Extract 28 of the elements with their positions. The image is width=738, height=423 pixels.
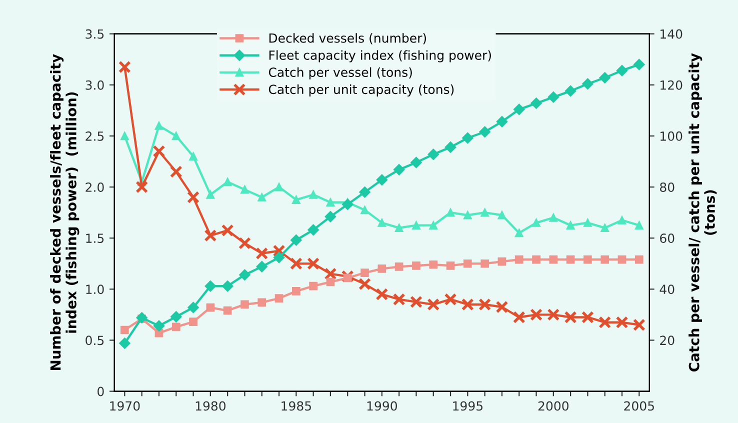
legend-label: Catch per unit capacity (tons) (268, 84, 454, 97)
y2-tick-label: 140 (660, 29, 682, 39)
y-axis-title: Number of decked vessels/fleet capacity index (fishing power) (million) (50, 54, 80, 370)
y2-tick-label: 100 (660, 131, 682, 141)
y-tick-label: 3.0 (86, 80, 104, 90)
y-tick-label: 1.0 (86, 284, 104, 294)
y2-tick-label: 40 (660, 284, 674, 294)
y2-tick-label: 20 (660, 336, 674, 346)
legend-label: Decked vessels (number) (269, 33, 426, 44)
y2-tick-label: 120 (660, 80, 682, 90)
x-tick-label: 1980 (196, 401, 226, 411)
x-tick-label: 2000 (538, 401, 568, 411)
x-tick-label: 2005 (624, 401, 654, 411)
y2-tick-label: 60 (660, 234, 674, 244)
y-tick-label: 3.5 (86, 29, 104, 39)
y2-axis-title: Catch per vessel/ catch per unit capacity (tons) (688, 53, 717, 372)
x-tick-label: 1990 (367, 401, 397, 411)
x-tick-label: 1970 (110, 401, 140, 411)
y-tick-label: 2.5 (86, 131, 104, 141)
legend-label: Catch per vessel (tons) (268, 67, 412, 80)
y2-tick-label: 80 (660, 182, 674, 192)
y-tick-label: 0 (98, 386, 104, 396)
y-tick-label: 2.0 (86, 182, 104, 192)
y-tick-label: 1.5 (86, 234, 104, 244)
legend-label: Fleet capacity index (fishing power) (269, 50, 491, 62)
y-tick-label: 0.5 (86, 336, 104, 346)
x-tick-label: 1985 (282, 401, 311, 411)
x-tick-label: 1995 (453, 401, 482, 411)
